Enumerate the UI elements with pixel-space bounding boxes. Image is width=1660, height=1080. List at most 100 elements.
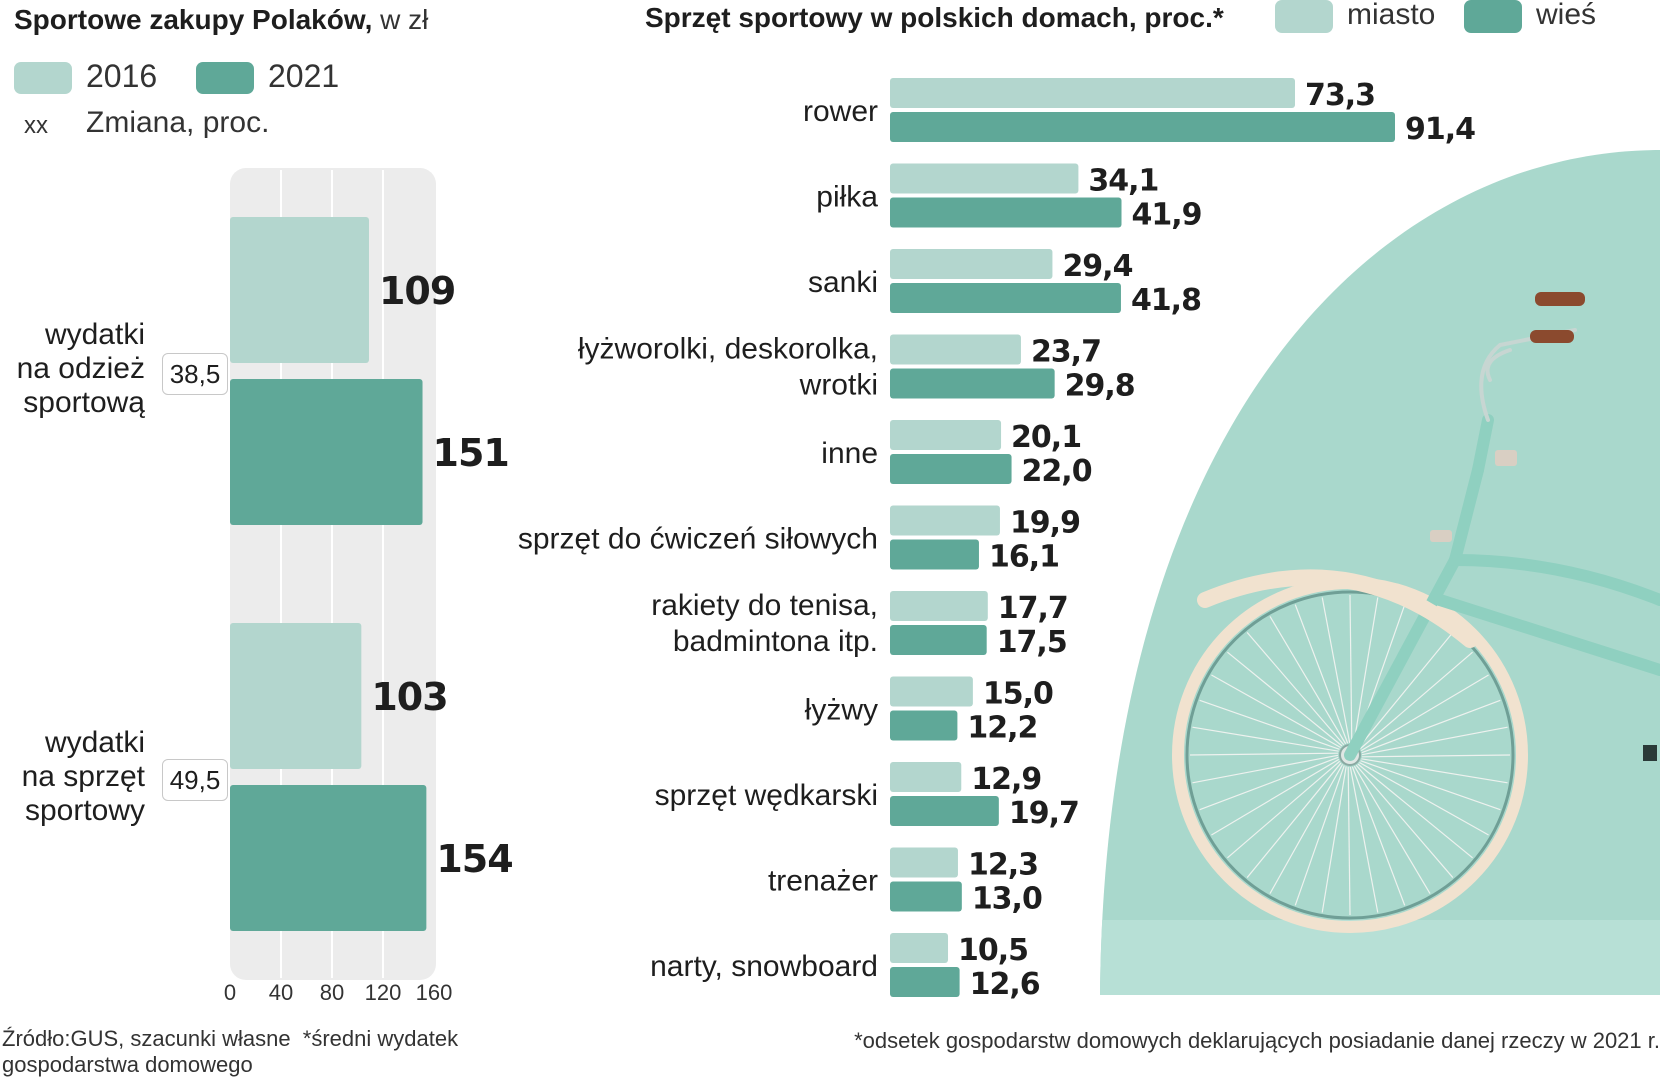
bar-value-label: 73,3 <box>1305 78 1375 113</box>
bar-value-label: 16,1 <box>989 540 1059 575</box>
x-tick-label-40: 40 <box>269 980 293 1005</box>
bar-value-label: 12,6 <box>970 967 1040 1002</box>
left-footnote-note: gospodarstwa domowego <box>2 1052 253 1077</box>
spoke <box>1294 604 1349 744</box>
category-label: łyżworolki, deskorolka, <box>578 333 878 366</box>
spoke <box>1361 754 1511 758</box>
spoke <box>1246 762 1342 878</box>
spoke <box>1349 594 1353 744</box>
x-tick-label-0: 0 <box>224 980 236 1005</box>
change-legend-label: Zmiana, proc. <box>86 106 270 139</box>
bar-wieś-3 <box>890 283 1121 313</box>
spoke <box>1357 763 1473 859</box>
bar-value-label: 17,7 <box>998 591 1068 626</box>
category-label: sprzęt wędkarski <box>655 779 878 812</box>
spoke <box>1192 726 1339 752</box>
bar-value-label: 15,0 <box>983 677 1053 712</box>
bar-value-label: 23,7 <box>1031 335 1101 370</box>
spoke <box>1361 726 1508 756</box>
spoke <box>1227 651 1343 747</box>
bar-value-label: 154 <box>436 837 512 881</box>
left-chart-title: Sportowe zakupy Polaków, w zł <box>14 4 429 35</box>
right-chart-title: Sprzęt sportowy w polskich domach, proc.… <box>645 2 1224 33</box>
bar-miasto-2 <box>890 163 1079 194</box>
change-badge-clothing: 38,5 <box>162 353 228 395</box>
bar-wieś-8 <box>890 710 958 741</box>
bar-value-label: 22,0 <box>1022 454 1092 489</box>
bar-wieś-11 <box>890 967 960 997</box>
bar-miasto-5 <box>890 420 1002 450</box>
category-label: narty, snowboard <box>650 950 878 983</box>
bar-2016-2 <box>230 623 362 769</box>
bar-miasto-4 <box>890 334 1021 365</box>
bar-value-label: 12,9 <box>971 762 1041 797</box>
bar-value-label: 29,4 <box>1062 249 1132 284</box>
bar-wieś-2 <box>890 197 1122 228</box>
spoke <box>1355 764 1454 878</box>
x-tick-label-80: 80 <box>320 980 344 1005</box>
change-badge-equipment: 49,5 <box>162 759 228 801</box>
change-symbol: xx <box>24 112 48 139</box>
category-label: trenażer <box>768 865 878 898</box>
spoke <box>1353 765 1431 894</box>
category-label: piłka <box>816 181 878 214</box>
group-label-clothing: wydatki na odzież sportową <box>16 318 145 419</box>
bar-2021-2 <box>230 785 427 931</box>
spoke <box>1269 764 1344 894</box>
category-label: łyżwy <box>805 694 878 727</box>
bar-value-label: 20,1 <box>1011 420 1081 455</box>
bar-value-label: 103 <box>371 675 447 719</box>
legend-swatch-2016 <box>14 62 72 94</box>
bar-wieś-5 <box>890 454 1012 484</box>
category-label: wrotki <box>799 369 878 402</box>
category-label: badmintona itp. <box>673 625 878 658</box>
bar-miasto-10 <box>890 847 958 878</box>
bar-value-label: 12,3 <box>968 848 1038 883</box>
bar-2016-1 <box>230 217 369 363</box>
bar-miasto-9 <box>890 762 962 792</box>
spoke <box>1321 766 1347 913</box>
legend-swatch-city <box>1275 0 1333 33</box>
category-label: rower <box>803 95 878 128</box>
x-tick-label-120: 120 <box>365 980 402 1005</box>
spoke <box>1246 632 1345 746</box>
bar-value-label: 19,7 <box>1009 796 1079 831</box>
bar-wieś-7 <box>890 625 987 655</box>
category-label: sprzęt do ćwiczeń siłowych <box>518 523 878 556</box>
bar-wieś-10 <box>890 881 962 912</box>
legend-swatch-village <box>1464 0 1522 33</box>
spoke <box>1360 760 1501 811</box>
bar-miasto-11 <box>890 933 949 963</box>
legend-label-2021: 2021 <box>268 58 340 94</box>
left-footnote-source: Źródło:GUS, szacunki własne *średni wyda… <box>2 1026 459 1051</box>
category-label: inne <box>821 437 878 470</box>
category-label: sanki <box>808 266 878 299</box>
bar-value-label: 19,9 <box>1010 506 1080 541</box>
group-label-equipment: wydatki na sprzęt sportowy <box>21 726 145 827</box>
spoke <box>1349 766 1379 913</box>
legend-label-village: wieś <box>1536 0 1597 31</box>
bar-value-label: 41,8 <box>1131 283 1201 318</box>
bar-value-label: 13,0 <box>972 882 1042 917</box>
spoke <box>1199 699 1340 750</box>
bar-value-label: 151 <box>433 431 509 475</box>
spoke <box>1360 674 1489 752</box>
bar-miasto-3 <box>890 249 1053 279</box>
legend-swatch-2021 <box>196 62 254 94</box>
bar-wieś-4 <box>890 368 1055 399</box>
bar-value-label: 109 <box>379 269 455 313</box>
spoke <box>1269 616 1347 745</box>
spoke <box>1347 766 1351 916</box>
bar-value-label: 10,5 <box>958 933 1028 968</box>
bar-miasto-7 <box>890 591 988 621</box>
legend-label-city: miasto <box>1347 0 1436 31</box>
x-tick-label-160: 160 <box>416 980 453 1005</box>
bar-value-label: 34,1 <box>1088 164 1158 199</box>
bar-2021-1 <box>230 379 423 525</box>
bar-value-label: 12,2 <box>967 711 1037 746</box>
bar-value-label: 91,4 <box>1405 112 1475 147</box>
bar-miasto-1 <box>890 78 1295 108</box>
right-footnote: *odsetek gospodarstw domowych deklarując… <box>854 1028 1660 1053</box>
